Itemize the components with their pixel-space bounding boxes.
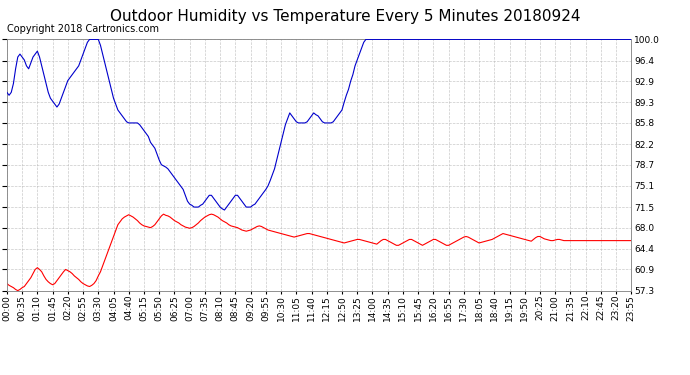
Text: Humidity  (%): Humidity (%)	[592, 16, 667, 27]
Text: Copyright 2018 Cartronics.com: Copyright 2018 Cartronics.com	[7, 24, 159, 34]
Text: Temperature  (°F): Temperature (°F)	[460, 16, 558, 27]
Text: Outdoor Humidity vs Temperature Every 5 Minutes 20180924: Outdoor Humidity vs Temperature Every 5 …	[110, 9, 580, 24]
